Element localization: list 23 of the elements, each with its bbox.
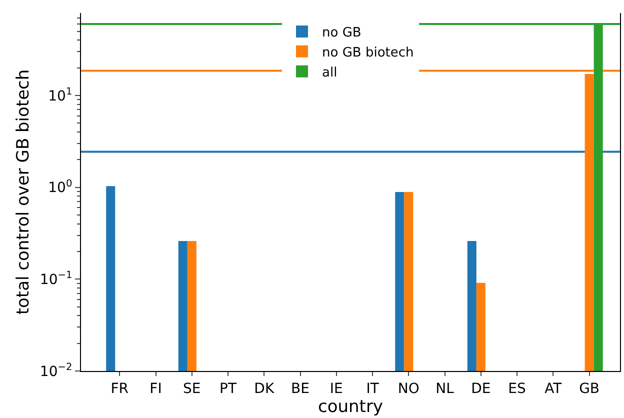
y-tick-label: 10$^{−1}$ [40, 270, 72, 288]
x-tick-label: ES [508, 380, 526, 397]
x-tick-label: DK [254, 380, 275, 397]
y-tick-label: 10$^{−2}$ [40, 362, 72, 380]
x-tick-label: FR [110, 380, 129, 397]
x-tick-label: PT [220, 380, 237, 397]
x-tick-label: NO [398, 380, 420, 397]
y-tick-label: 10$^{1}$ [48, 86, 72, 104]
legend-label: no GB [322, 26, 362, 41]
x-tick-label: FI [150, 380, 162, 397]
x-tick-label: DE [471, 380, 491, 397]
x-tick-label: NL [436, 380, 454, 397]
x-tick-label: IT [366, 380, 380, 397]
legend-label: all [322, 65, 338, 80]
x-tick-label: AT [544, 380, 562, 397]
x-tick-label: BE [291, 380, 310, 397]
x-tick-label: GB [579, 380, 600, 397]
y-axis-title: total control over GB biotech [13, 69, 34, 315]
x-tick-label: IE [330, 380, 343, 397]
y-tick-label: 10$^{0}$ [48, 178, 72, 196]
legend-label: no GB biotech [322, 46, 414, 60]
x-axis-title: country [318, 396, 384, 417]
x-tick-label: SE [183, 380, 201, 397]
